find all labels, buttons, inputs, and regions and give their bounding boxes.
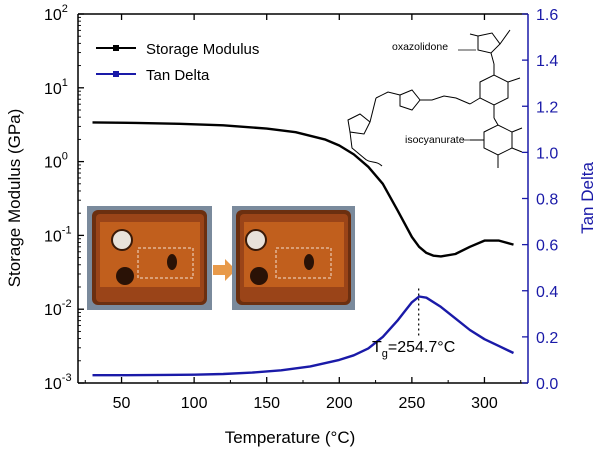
y-right-tick-label: 0.4 [536,284,558,301]
tg-subscript: g [382,348,388,360]
transform-arrow-icon [213,259,236,281]
x-tick-label: 100 [181,395,208,412]
y-right-tick-label: 1.2 [536,99,558,116]
storage-modulus-line [92,121,514,258]
y-left-tick-label: 100 [44,151,68,172]
legend: Storage Modulus Tan Delta [96,41,259,84]
y-right-tick-label: 0.2 [536,330,558,347]
legend-marker-tan [113,71,119,77]
x-tick-label: 250 [399,395,426,412]
y-left-tick-label: 102 [44,3,68,24]
y-left-tick-label: 10-3 [44,372,72,393]
x-axis-title: Temperature (°C) [225,428,356,447]
y-left-tick-label: 10-1 [44,224,72,245]
tg-value: =254.7°C [388,339,455,356]
y-right-tick-label: 0.8 [536,192,558,209]
x-tick-label: 300 [471,395,498,412]
axes-layer: 50 100 150 200 250 300 10-3 10-2 10-1 100 101 102 0.… [44,3,558,412]
tg-annotation: Tg=254.7°C [372,339,455,360]
y-left-tick-label: 101 [44,77,68,98]
inset-photo-left [87,206,212,310]
isocyanurate-label: isocyanurate [405,134,465,146]
legend-label-storage: Storage Modulus [146,41,259,58]
y-right-tick-label: 0.6 [536,238,558,255]
x-tick-label: 150 [253,395,280,412]
y-right-tick-label: 1.0 [536,145,558,162]
legend-marker-storage [113,45,119,51]
series-layer [92,121,515,377]
y-left-axis-title: Storage Modulus (GPa) [5,109,24,288]
inset-photo-right [232,206,355,310]
y-right-tick-label: 0.0 [536,376,558,393]
chemical-structure [347,29,523,168]
x-tick-label: 200 [326,395,353,412]
y-right-axis-title: Tan Delta [578,162,597,234]
tg-prefix: T [372,339,382,356]
legend-label-tan: Tan Delta [146,67,210,84]
y-left-tick-label: 10-2 [44,298,72,319]
tan-delta-line [92,295,515,377]
y-right-tick-label: 1.6 [536,7,558,24]
oxazolidone-label: oxazolidone [392,41,448,53]
y-right-tick-label: 1.4 [536,53,558,70]
x-tick-label: 50 [113,395,131,412]
